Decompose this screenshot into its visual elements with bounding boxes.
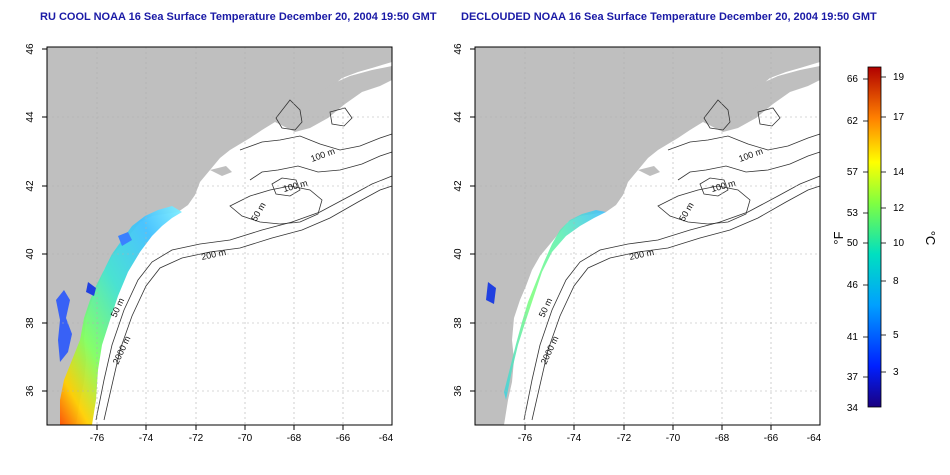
colorbar-f-label: 37 [847, 372, 859, 383]
lat-tick-label: 36 [453, 385, 464, 397]
nova-scotia [703, 66, 820, 132]
colorbar-c-label: 19 [893, 72, 905, 83]
colorbar-tickmarks [863, 76, 886, 378]
lon-tick-label: -68 [287, 433, 302, 444]
nova-scotia [275, 66, 392, 132]
colorbar-f-label: 34 [847, 403, 859, 414]
delaware-bay [486, 282, 496, 304]
panel-2-title: DECLOUDED NOAA 16 Sea Surface Temperatur… [461, 11, 877, 23]
graticule [475, 47, 820, 425]
lat-tick-label: 46 [453, 43, 464, 55]
sst-swath [60, 206, 182, 425]
colorbar-f-label: 46 [847, 280, 859, 291]
cape-cod [638, 166, 660, 176]
lon-tick-label: -72 [617, 433, 632, 444]
colorbar-c-label: 17 [893, 112, 905, 123]
lon-tick-label: -66 [764, 433, 779, 444]
chesapeake-bay [56, 290, 72, 362]
bathymetry-contours [523, 99, 821, 421]
lat-tick-label: 38 [453, 317, 464, 329]
colorbar-f-ticks: 66 62 57 53 50 46 41 37 34 [847, 74, 859, 414]
bathymetry-contours [95, 99, 393, 421]
colorbar-f-label: 50 [847, 238, 859, 249]
lat-tick-label: 46 [25, 43, 36, 55]
graticule [47, 47, 392, 425]
lon-tick-label: -74 [139, 433, 154, 444]
axis-tickmarks [470, 48, 772, 430]
colorbar-c-ticks: 19 17 14 12 10 8 5 3 [893, 72, 905, 378]
lat-tick-label: 38 [25, 317, 36, 329]
lon-axis: -76 -74 -72 -70 -68 -66 -64 [518, 433, 822, 444]
axis-tickmarks [42, 48, 344, 430]
lon-tick-label: -76 [90, 433, 105, 444]
colorbar-c-label: 3 [893, 367, 899, 378]
colorbar-f-label: 66 [847, 74, 859, 85]
colorbar-f-label: 53 [847, 208, 859, 219]
hudson-plume [118, 232, 132, 246]
map-panel-left: 100 m 100 m 50 m 200 m 50 m 2000 m -76 -… [25, 43, 394, 444]
lon-tick-label: -74 [567, 433, 582, 444]
panel-1-title: RU COOL NOAA 16 Sea Surface Temperature … [40, 11, 437, 23]
colorbar-f-label: 57 [847, 167, 859, 178]
colorbar-f-label: 41 [847, 332, 859, 343]
colorbar-c-label: 14 [893, 167, 905, 178]
colorbar-f-unit: °F [831, 231, 846, 244]
colorbar-f-label: 62 [847, 116, 859, 127]
colorbar-gradient [867, 66, 882, 408]
lat-tick-label: 42 [25, 180, 36, 192]
lat-tick-label: 40 [453, 248, 464, 260]
lat-tick-label: 40 [25, 248, 36, 260]
cape-cod [210, 166, 232, 176]
land-mass [47, 47, 392, 425]
land-mass [475, 47, 820, 425]
lat-tick-label: 44 [25, 111, 36, 123]
colorbar: 66 62 57 53 50 46 41 37 34 19 17 14 12 1… [831, 66, 938, 414]
lon-tick-label: -66 [336, 433, 351, 444]
colorbar-c-label: 12 [893, 203, 905, 214]
colorbar-c-label: 8 [893, 276, 899, 287]
lat-axis: 36 38 40 42 44 46 [25, 43, 36, 397]
lon-tick-label: -70 [238, 433, 253, 444]
lon-tick-label: -72 [189, 433, 204, 444]
map-panel-right: 100 m 100 m 50 m 200 m 50 m 2000 m -76 -… [453, 43, 822, 444]
colorbar-c-unit: °C [923, 231, 938, 246]
colorbar-c-label: 10 [893, 238, 905, 249]
lat-tick-label: 44 [453, 111, 464, 123]
lat-axis: 36 38 40 42 44 46 [453, 43, 464, 397]
lon-axis: -76 -74 -72 -70 -68 -66 -64 [90, 433, 394, 444]
lon-tick-label: -64 [807, 433, 822, 444]
colorbar-c-label: 5 [893, 330, 899, 341]
lat-tick-label: 36 [25, 385, 36, 397]
sst-swath [504, 210, 606, 400]
lon-tick-label: -70 [666, 433, 681, 444]
lon-tick-label: -68 [715, 433, 730, 444]
lon-tick-label: -76 [518, 433, 533, 444]
delaware-bay [86, 282, 96, 296]
lon-tick-label: -64 [379, 433, 394, 444]
lat-tick-label: 42 [453, 180, 464, 192]
